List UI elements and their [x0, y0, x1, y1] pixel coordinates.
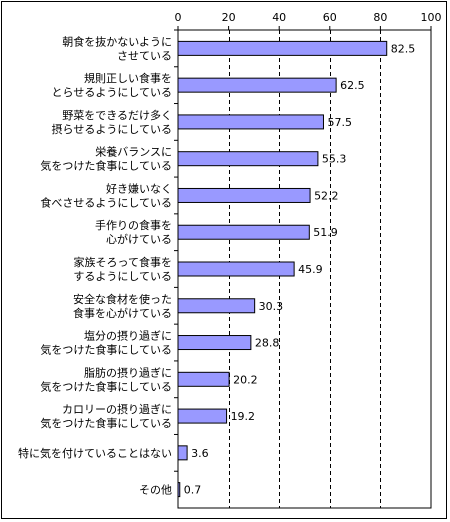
value-label: 28.8 [255, 337, 280, 350]
x-tick-label: 60 [323, 11, 337, 24]
value-label: 82.5 [391, 42, 416, 55]
category-label: 気をつけた食事にしている [40, 416, 172, 430]
category-label: 朝食を抜かないように [62, 34, 172, 48]
bar-7 [177, 298, 256, 314]
value-label: 30.3 [259, 300, 284, 313]
category-label: させている [117, 49, 172, 62]
category-label: とらせるようにしている [52, 86, 172, 99]
category-label: 食べさせるようにしている [40, 195, 172, 209]
bar-0 [177, 40, 388, 56]
category-label: 気をつけた食事にしている [40, 379, 172, 393]
value-label: 52.2 [314, 189, 339, 202]
bar-10 [177, 408, 228, 424]
category-label: 特に気を付けていることはない [18, 446, 172, 460]
category-label: 気をつけた食事にしている [40, 343, 172, 357]
x-tick-label: 0 [175, 11, 182, 24]
bar-4 [177, 187, 311, 203]
x-tick-label: 20 [222, 11, 236, 24]
category-label: 栄養バランスに [95, 145, 172, 159]
category-label: その他 [139, 484, 172, 497]
category-label: 食事を心がけている [73, 306, 172, 320]
category-label: 心がけている [106, 232, 172, 246]
bar-6 [177, 261, 295, 277]
bar-8 [177, 335, 252, 351]
x-tick-label: 80 [373, 11, 387, 24]
bar-3 [177, 151, 319, 167]
value-label: 20.2 [233, 373, 258, 386]
value-label: 57.5 [327, 116, 352, 129]
category-label: 規則正しい食事を [84, 71, 172, 85]
value-label: 19.2 [231, 410, 256, 423]
value-label: 51.9 [313, 226, 338, 239]
bar-9 [177, 371, 230, 387]
category-label: カロリーの摂り過ぎに [62, 402, 172, 416]
category-label: 家族そろって食事を [74, 255, 172, 269]
value-label: 0.7 [184, 484, 202, 497]
category-label: 塩分の摂り過ぎに [84, 329, 172, 343]
value-label: 55.3 [322, 153, 347, 166]
category-label: 好き嫌いなく [106, 181, 172, 195]
category-label: 摂らせるようにしている [52, 122, 172, 136]
value-label: 45.9 [298, 263, 323, 276]
bar-12 [177, 482, 181, 498]
category-label: 気をつけた食事にしている [40, 159, 172, 173]
category-label: 野菜をできるだけ多く [62, 108, 172, 122]
category-label: 安全な食材を使った [73, 292, 172, 306]
bar-11 [177, 445, 188, 461]
value-label: 62.5 [340, 79, 365, 92]
x-tick-label: 40 [272, 11, 286, 24]
category-label: 脂肪の摂り過ぎに [84, 365, 172, 379]
value-label: 3.6 [191, 447, 209, 460]
category-label: するようにしている [73, 270, 172, 283]
x-tick-label: 100 [421, 11, 442, 24]
bar-2 [177, 114, 324, 130]
bar-5 [177, 224, 310, 240]
bar-1 [177, 77, 337, 93]
category-label: 手作りの食事を [95, 218, 172, 232]
